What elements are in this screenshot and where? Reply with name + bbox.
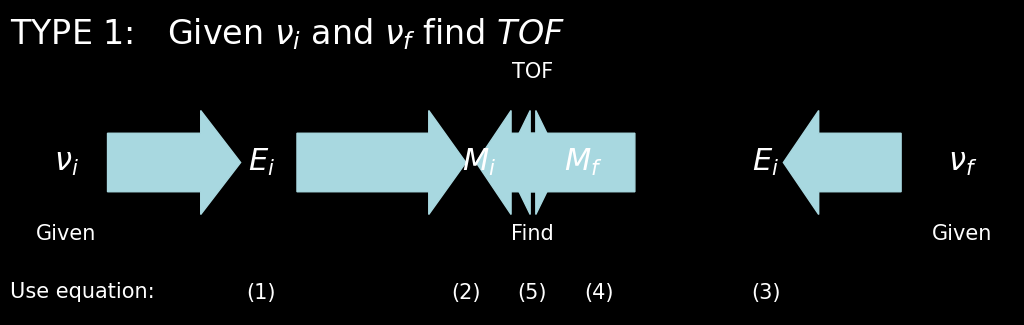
Text: $M_f$: $M_f$	[564, 147, 603, 178]
Polygon shape	[108, 111, 241, 214]
Polygon shape	[297, 111, 466, 214]
Text: $M_i$: $M_i$	[462, 147, 497, 178]
Text: Find: Find	[511, 224, 554, 244]
Text: $E_i$: $E_i$	[248, 147, 274, 178]
Text: TYPE 1:   Given $\nu_i$ and $\nu_f$ find $TOF$: TYPE 1: Given $\nu_i$ and $\nu_f$ find $…	[10, 16, 565, 52]
Text: Given: Given	[37, 224, 96, 244]
Text: Given: Given	[933, 224, 992, 244]
Text: Use equation:: Use equation:	[10, 282, 155, 303]
Text: $E_i$: $E_i$	[753, 147, 779, 178]
Text: (3): (3)	[752, 282, 780, 303]
Polygon shape	[476, 111, 635, 214]
Text: (5): (5)	[518, 282, 547, 303]
Text: $\nu_i$: $\nu_i$	[54, 147, 79, 178]
Text: (4): (4)	[585, 282, 613, 303]
Text: (2): (2)	[452, 282, 480, 303]
Text: TOF: TOF	[512, 61, 553, 82]
Text: (1): (1)	[247, 282, 275, 303]
Polygon shape	[783, 111, 901, 214]
Polygon shape	[505, 111, 561, 214]
Text: $\nu_f$: $\nu_f$	[948, 147, 977, 178]
